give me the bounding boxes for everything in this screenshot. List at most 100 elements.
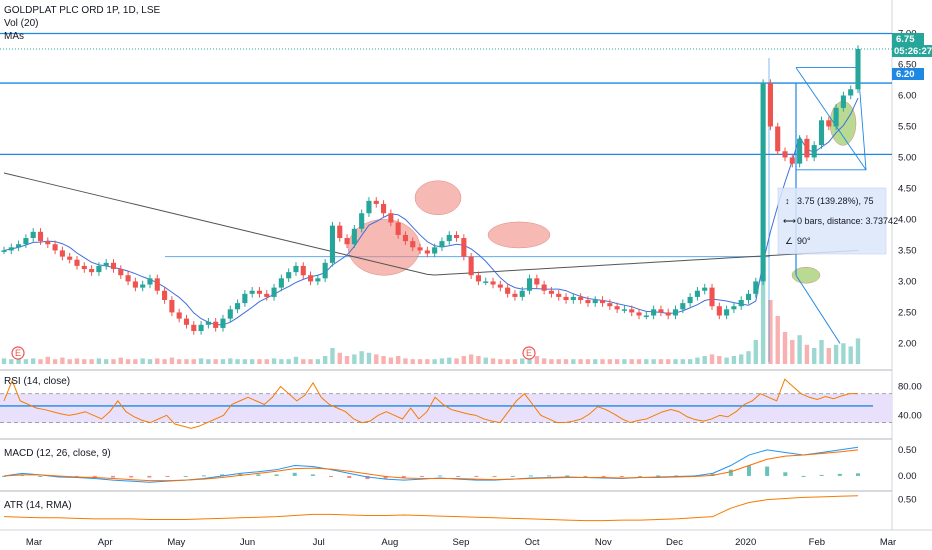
candle-body[interactable] — [468, 256, 474, 276]
candle-body[interactable] — [541, 284, 547, 291]
candle-body[interactable] — [381, 203, 387, 214]
candle-body[interactable] — [220, 318, 226, 328]
pattern-highlight[interactable] — [487, 221, 551, 249]
candle-body[interactable] — [286, 272, 292, 279]
candle-body[interactable] — [37, 231, 44, 242]
candle-body[interactable] — [74, 259, 80, 266]
candle-body[interactable] — [198, 324, 204, 332]
candle-body[interactable] — [67, 256, 73, 260]
candle-body[interactable] — [709, 287, 715, 307]
candle-body[interactable] — [811, 145, 817, 158]
candle-body[interactable] — [636, 312, 642, 316]
volume-legend[interactable]: Vol (20) — [4, 18, 38, 29]
candle-body[interactable] — [760, 83, 766, 282]
candle-body[interactable] — [59, 250, 65, 257]
candle-body[interactable] — [599, 300, 606, 304]
candle-body[interactable] — [402, 234, 409, 242]
candle-body[interactable] — [264, 293, 270, 297]
pattern-highlight[interactable] — [414, 180, 462, 215]
candle-body[interactable] — [23, 238, 29, 245]
candle-body[interactable] — [453, 234, 460, 239]
macd-legend[interactable]: MACD (12, 26, close, 9) — [4, 448, 111, 459]
candle-body[interactable] — [359, 213, 365, 229]
candle-body[interactable] — [665, 312, 671, 316]
candle-body[interactable] — [680, 303, 686, 310]
candle-body[interactable] — [1, 250, 7, 252]
candle-body[interactable] — [512, 293, 518, 297]
candle-body[interactable] — [315, 278, 321, 282]
candle-body[interactable] — [519, 290, 525, 297]
candle-body[interactable] — [344, 238, 350, 245]
candle-body[interactable] — [505, 287, 511, 294]
candle-body[interactable] — [183, 318, 190, 325]
candle-body[interactable] — [103, 262, 109, 266]
candle-body[interactable] — [249, 290, 255, 294]
candle-body[interactable] — [169, 300, 175, 313]
candle-body[interactable] — [745, 293, 752, 301]
candle-body[interactable] — [782, 151, 788, 158]
candle-body[interactable] — [578, 296, 584, 301]
candle-body[interactable] — [570, 296, 576, 301]
candle-body[interactable] — [716, 306, 722, 316]
candle-body[interactable] — [651, 309, 657, 316]
candle-body[interactable] — [694, 290, 700, 297]
candle-body[interactable] — [235, 303, 241, 310]
candle-body[interactable] — [205, 321, 211, 325]
candle-body[interactable] — [767, 83, 773, 127]
candle-body[interactable] — [607, 303, 613, 307]
candle-body[interactable] — [45, 241, 51, 245]
candle-body[interactable] — [753, 281, 759, 294]
candle-body[interactable] — [410, 241, 416, 248]
candle-body[interactable] — [804, 138, 810, 158]
candle-body[interactable] — [388, 213, 394, 223]
candle-body[interactable] — [702, 287, 708, 291]
candle-body[interactable] — [89, 269, 95, 273]
candle-body[interactable] — [738, 300, 744, 307]
candle-body[interactable] — [592, 300, 598, 304]
candle-body[interactable] — [351, 228, 357, 245]
candle-body[interactable] — [855, 48, 861, 90]
candle-body[interactable] — [534, 278, 540, 285]
candle-body[interactable] — [490, 281, 496, 285]
candle-body[interactable] — [81, 265, 87, 270]
candle-body[interactable] — [322, 262, 328, 279]
candle-body[interactable] — [271, 287, 277, 297]
candle-body[interactable] — [337, 225, 343, 239]
candle-body[interactable] — [548, 290, 554, 294]
candle-body[interactable] — [687, 296, 693, 304]
candle-body[interactable] — [227, 309, 233, 319]
candle-body[interactable] — [125, 275, 131, 282]
candle-body[interactable] — [373, 200, 379, 204]
candle-body[interactable] — [366, 200, 372, 214]
candle-body[interactable] — [585, 300, 591, 304]
candle-body[interactable] — [621, 309, 627, 311]
candle-body[interactable] — [154, 278, 160, 291]
candle-body[interactable] — [629, 309, 635, 313]
atr-legend[interactable]: ATR (14, RMA) — [4, 500, 72, 511]
candle-body[interactable] — [395, 222, 401, 235]
candle-body[interactable] — [432, 247, 438, 254]
candle-body[interactable] — [308, 275, 314, 282]
candle-body[interactable] — [563, 296, 569, 301]
candle-body[interactable] — [818, 120, 825, 146]
candle-body[interactable] — [658, 309, 664, 313]
candle-body[interactable] — [110, 262, 117, 270]
pattern-highlight[interactable] — [347, 219, 421, 276]
candle-body[interactable] — [300, 265, 306, 276]
candle-body[interactable] — [213, 321, 219, 328]
candle-body[interactable] — [833, 107, 839, 127]
candle-body[interactable] — [475, 275, 481, 282]
candle-body[interactable] — [176, 312, 182, 319]
candle-body[interactable] — [789, 157, 795, 164]
measure-tool[interactable]: ↕ 3.75 (139.28%), 75 ⟷ 0 bars, distance:… — [777, 187, 898, 255]
candle-body[interactable] — [96, 265, 102, 273]
candle-body[interactable] — [191, 324, 197, 332]
candle-body[interactable] — [446, 234, 452, 242]
rsi-legend[interactable]: RSI (14, close) — [4, 376, 70, 387]
candle-body[interactable] — [256, 290, 263, 294]
candle-body[interactable] — [643, 315, 649, 318]
candle-body[interactable] — [417, 247, 423, 251]
candle-body[interactable] — [724, 309, 730, 316]
candle-body[interactable] — [775, 126, 781, 152]
candle-body[interactable] — [848, 89, 854, 96]
